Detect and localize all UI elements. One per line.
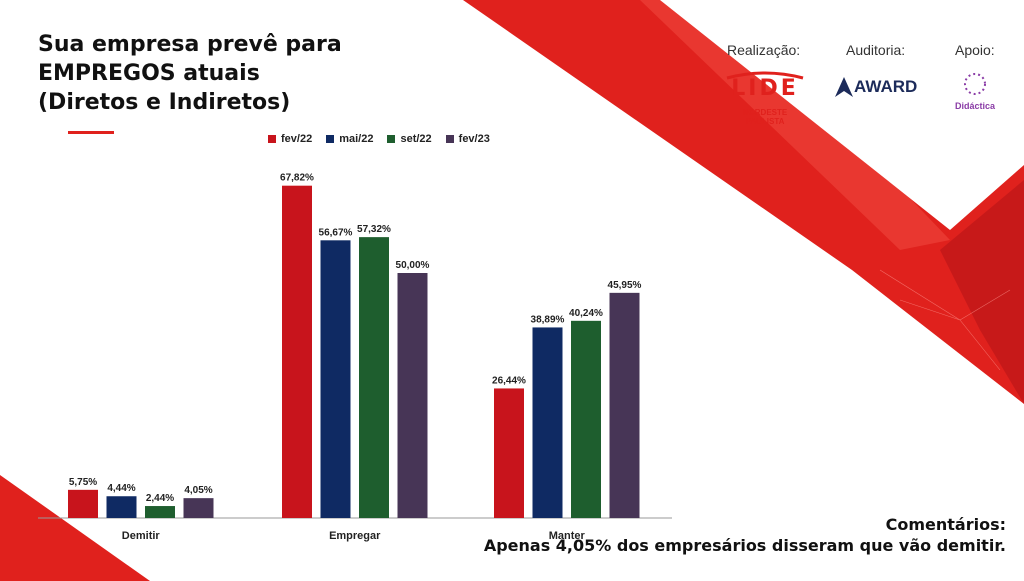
data-label: 40,24% bbox=[569, 308, 603, 319]
data-label: 4,44% bbox=[107, 483, 135, 494]
data-label: 50,00% bbox=[396, 260, 430, 271]
legend-swatch bbox=[326, 135, 335, 143]
didactica-icon bbox=[964, 73, 986, 95]
legend-item-fev22: fev/22 bbox=[268, 133, 312, 145]
data-label: 4,05% bbox=[184, 485, 212, 496]
bar-empregar-fev22 bbox=[282, 185, 312, 518]
lide-logo: LIDE NORDESTE PAULISTA bbox=[725, 70, 805, 126]
chart-legend: fev/22 mai/22 set/22 fev/23 bbox=[268, 133, 490, 145]
bar-manter-fev22 bbox=[494, 388, 524, 518]
award-logo-text: AWARD bbox=[854, 77, 918, 96]
realizacao-label: Realização: bbox=[727, 42, 801, 58]
bar-demitir-set22 bbox=[145, 506, 175, 518]
red-band-shadow bbox=[940, 180, 1024, 404]
title-underline bbox=[68, 131, 114, 134]
red-corner-bottom-left bbox=[0, 475, 150, 581]
legend-item-fev23: fev/23 bbox=[445, 133, 490, 145]
category-label-manter: Manter bbox=[549, 530, 586, 542]
didactica-logo-text: Didáctica bbox=[954, 101, 996, 111]
legend-label: fev/23 bbox=[458, 133, 490, 145]
bar-demitir-fev22 bbox=[68, 489, 98, 518]
title-line-2: EMPREGOS atuais bbox=[38, 61, 260, 86]
bar-demitir-mai22 bbox=[106, 496, 137, 518]
legend-label: fev/22 bbox=[281, 133, 313, 145]
red-band-highlight bbox=[640, 0, 950, 250]
award-icon bbox=[835, 77, 853, 97]
data-label: 2,44% bbox=[146, 493, 174, 504]
category-label-empregar: Empregar bbox=[329, 530, 381, 542]
data-label: 56,67% bbox=[319, 227, 353, 238]
apoio-label: Apoio: bbox=[955, 42, 995, 58]
data-label: 26,44% bbox=[492, 375, 526, 386]
data-label: 38,89% bbox=[531, 314, 565, 325]
comment-heading: Comentários: bbox=[885, 515, 1006, 534]
auditoria-label: Auditoria: bbox=[846, 42, 906, 58]
category-label-demitir: Demitir bbox=[122, 530, 161, 542]
didactica-logo: Didáctica bbox=[952, 70, 998, 116]
bar-empregar-set22 bbox=[359, 237, 389, 518]
title-line-1: Sua empresa prevê para bbox=[38, 32, 342, 57]
sponsor-white-panel bbox=[660, 0, 1024, 230]
legend-label: set/22 bbox=[400, 133, 432, 145]
legend-swatch bbox=[387, 135, 396, 143]
page-title: Sua empresa prevê para EMPREGOS atuais (… bbox=[38, 30, 342, 117]
legend-item-mai22: mai/22 bbox=[326, 133, 373, 145]
bar-manter-fev23 bbox=[609, 292, 640, 518]
legend-swatch bbox=[268, 135, 276, 143]
bar-manter-set22 bbox=[571, 320, 601, 518]
bar-manter-mai22 bbox=[532, 327, 563, 518]
data-label: 5,75% bbox=[69, 477, 97, 488]
lide-logo-subtitle: NORDESTE PAULISTA bbox=[742, 108, 788, 126]
legend-label: mai/22 bbox=[339, 133, 374, 145]
bar-empregar-fev23 bbox=[397, 273, 428, 518]
award-logo: AWARD bbox=[834, 76, 934, 100]
bar-demitir-fev23 bbox=[183, 498, 214, 518]
network-lines bbox=[879, 269, 1011, 371]
comment-box: Comentários: Apenas 4,05% dos empresário… bbox=[484, 515, 1006, 557]
lide-logo-text: LIDE bbox=[731, 76, 799, 101]
legend-swatch bbox=[445, 135, 454, 143]
data-label: 57,32% bbox=[357, 224, 391, 235]
bar-empregar-mai22 bbox=[320, 240, 351, 518]
legend-item-set22: set/22 bbox=[387, 133, 432, 145]
title-line-3: (Diretos e Indiretos) bbox=[38, 90, 291, 115]
comment-text: Apenas 4,05% dos empresários disseram qu… bbox=[483, 536, 1006, 555]
data-label: 45,95% bbox=[608, 280, 642, 291]
data-label: 67,82% bbox=[280, 173, 314, 184]
